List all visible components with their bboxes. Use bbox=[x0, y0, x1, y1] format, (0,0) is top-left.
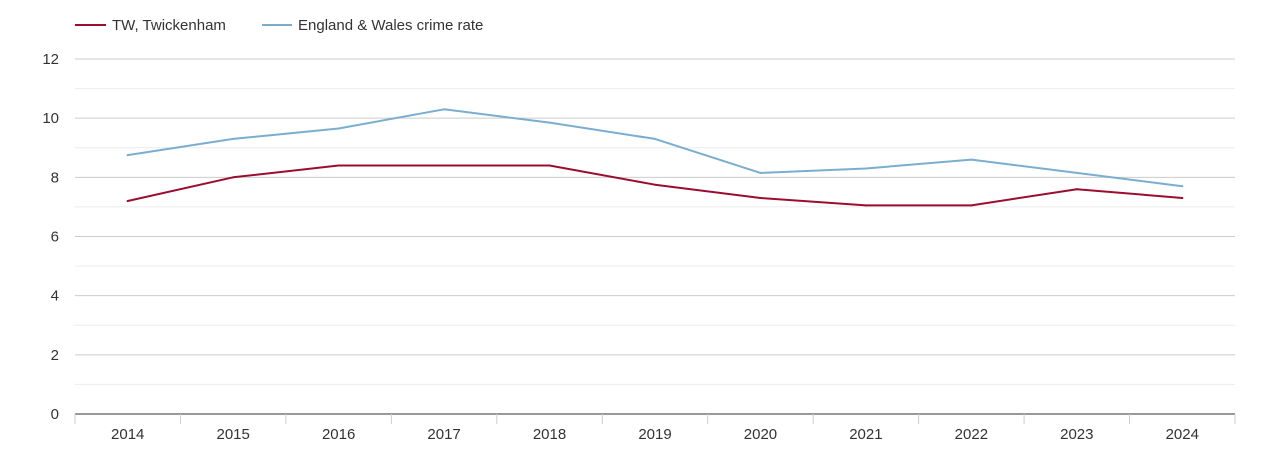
y-tick-label: 6 bbox=[51, 229, 59, 246]
legend-item-england-wales[interactable]: England & Wales crime rate bbox=[262, 17, 483, 34]
x-axis: 2014 2015 2016 2017 2018 2019 2020 2021 2022 2023… bbox=[74, 413, 1236, 443]
data-point[interactable] bbox=[232, 176, 235, 179]
data-point[interactable] bbox=[654, 137, 656, 140]
x-tick-label: 2016 bbox=[322, 426, 355, 443]
x-tick-label: 2015 bbox=[216, 426, 249, 443]
data-point[interactable] bbox=[548, 121, 551, 124]
grid-lines bbox=[75, 58, 1235, 385]
series-layer bbox=[126, 108, 1184, 207]
y-tick-label: 12 bbox=[42, 51, 59, 68]
data-point[interactable] bbox=[970, 158, 973, 161]
data-point[interactable] bbox=[970, 204, 973, 207]
data-point[interactable] bbox=[126, 200, 129, 202]
y-tick-label: 4 bbox=[51, 288, 59, 305]
data-point[interactable] bbox=[864, 204, 867, 207]
legend-item-twickenham[interactable]: TW, Twickenham bbox=[75, 17, 226, 34]
data-point[interactable] bbox=[1075, 188, 1078, 191]
y-tick-label: 10 bbox=[42, 110, 59, 127]
y-tick-label: 2 bbox=[51, 347, 59, 364]
data-point[interactable] bbox=[443, 164, 446, 167]
data-point[interactable] bbox=[232, 137, 235, 140]
legend-label-england-wales: England & Wales crime rate bbox=[298, 17, 483, 34]
x-tick-label: 2019 bbox=[638, 426, 671, 443]
data-point[interactable] bbox=[1181, 185, 1184, 188]
x-tick-label: 2014 bbox=[111, 426, 144, 443]
x-tick-label: 2020 bbox=[744, 426, 777, 443]
x-tick-label: 2023 bbox=[1060, 426, 1093, 443]
data-point[interactable] bbox=[1075, 171, 1078, 174]
y-axis: 0 2 4 6 8 10 12 bbox=[42, 51, 59, 423]
data-point[interactable] bbox=[126, 154, 129, 157]
data-point[interactable] bbox=[548, 164, 551, 167]
legend-label-twickenham: TW, Twickenham bbox=[112, 17, 226, 34]
x-tick-label: 2017 bbox=[427, 426, 460, 443]
data-point[interactable] bbox=[1181, 197, 1184, 200]
x-tick-label: 2024 bbox=[1166, 426, 1199, 443]
y-tick-label: 8 bbox=[51, 169, 59, 186]
y-tick-label: 0 bbox=[51, 406, 59, 423]
data-point[interactable] bbox=[337, 164, 340, 167]
data-point[interactable] bbox=[654, 183, 656, 186]
x-tick-label: 2022 bbox=[955, 426, 988, 443]
data-point[interactable] bbox=[443, 108, 446, 111]
x-tick-label: 2021 bbox=[849, 426, 882, 443]
data-point[interactable] bbox=[759, 171, 762, 174]
data-point[interactable] bbox=[337, 127, 340, 130]
legend: TW, Twickenham England & Wales crime rat… bbox=[75, 17, 483, 34]
x-tick-label: 2018 bbox=[533, 426, 566, 443]
data-point[interactable] bbox=[759, 197, 762, 200]
data-point[interactable] bbox=[864, 167, 867, 170]
